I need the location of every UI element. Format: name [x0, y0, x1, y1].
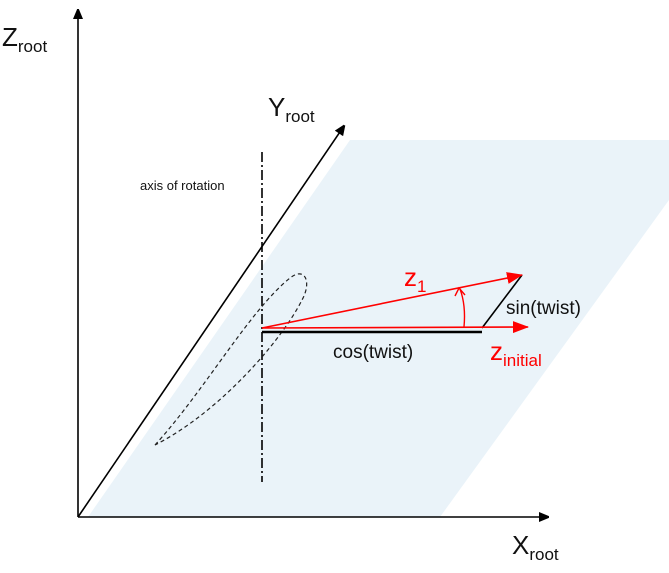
y-axis-sub: root [285, 107, 315, 126]
x-axis-label: Xroot [512, 530, 559, 565]
x-axis-main: X [512, 530, 530, 560]
y-axis-label: Yroot [268, 92, 315, 127]
z-axis-sub: root [17, 37, 48, 56]
z1-main: z [404, 262, 417, 292]
z-initial-vector [261, 321, 529, 334]
z-axis-label: Zroot [2, 22, 47, 57]
z1-sub: 1 [417, 277, 427, 296]
z-initial-sub: initial [503, 351, 542, 370]
z-initial-main: z [490, 336, 503, 366]
z1-vector [261, 272, 523, 329]
z-initial-label: zinitial [490, 336, 542, 371]
y-axis-main: Y [268, 92, 286, 122]
twist-angle-arc [459, 288, 466, 328]
sin-twist-label: sin(twist) [506, 298, 581, 319]
airfoil-outline [154, 273, 308, 446]
axis-of-rotation-label: axis of rotation [140, 178, 225, 193]
z1-label: z1 [404, 262, 426, 297]
root-plane [88, 140, 669, 517]
x-axis-sub: root [529, 545, 559, 564]
cos-twist-label: cos(twist) [333, 342, 414, 363]
y-axis [77, 126, 344, 518]
twist-angle-arrowhead [454, 286, 466, 297]
z-axis-main: Z [2, 22, 18, 52]
